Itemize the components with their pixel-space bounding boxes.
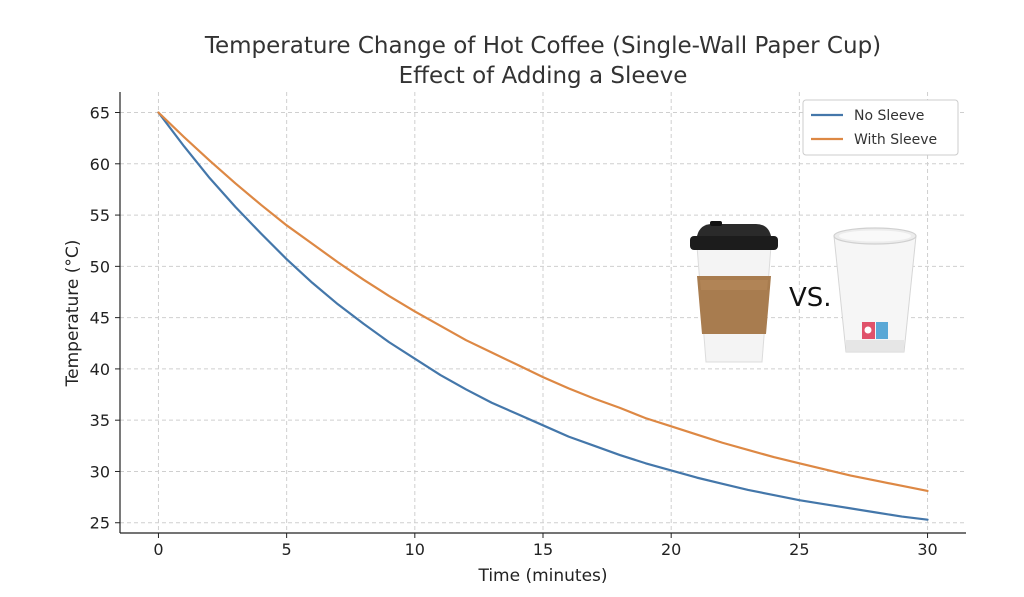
axes	[115, 92, 966, 538]
grid	[120, 92, 966, 533]
x-tick-label: 5	[282, 540, 292, 559]
y-tick-label: 25	[90, 514, 110, 533]
x-tick-label: 25	[789, 540, 809, 559]
chart-title: Temperature Change of Hot Coffee (Single…	[204, 33, 881, 59]
series-line-no-sleeve	[157, 111, 929, 521]
y-tick-label: 50	[90, 257, 110, 276]
legend-label-no-sleeve: No Sleeve	[854, 108, 924, 124]
x-axis-title: Time (minutes)	[477, 566, 607, 586]
x-tick-label: 10	[405, 540, 425, 559]
x-tick-label: 15	[533, 540, 553, 559]
y-tick-label: 40	[90, 360, 110, 379]
y-tick-label: 65	[90, 104, 110, 123]
x-tick-label: 0	[153, 540, 163, 559]
series-lines	[157, 111, 929, 521]
y-tick-label: 45	[90, 309, 110, 328]
vs-annotation: VS.	[789, 283, 832, 313]
series-line-with-sleeve	[157, 111, 929, 493]
legend: No Sleeve With Sleeve	[802, 99, 959, 156]
paper-cup-icon	[833, 227, 917, 353]
y-tick-label: 30	[90, 462, 110, 481]
y-tick-label: 60	[90, 155, 110, 174]
legend-box	[802, 99, 959, 156]
y-tick-label: 35	[90, 411, 110, 430]
x-tick-label: 30	[917, 540, 937, 559]
coffee-cup-with-sleeve-icon	[690, 221, 778, 363]
y-axis-title: Temperature (°C)	[63, 240, 83, 388]
chart-subtitle: Effect of Adding a Sleeve	[399, 63, 688, 89]
y-tick-label: 55	[90, 206, 110, 225]
x-tick-label: 20	[661, 540, 681, 559]
legend-label-with-sleeve: With Sleeve	[854, 132, 937, 148]
tick-labels: 0 5 10 15 20 25 30 25 30 35 40 45 50 55 60 65	[90, 104, 938, 559]
